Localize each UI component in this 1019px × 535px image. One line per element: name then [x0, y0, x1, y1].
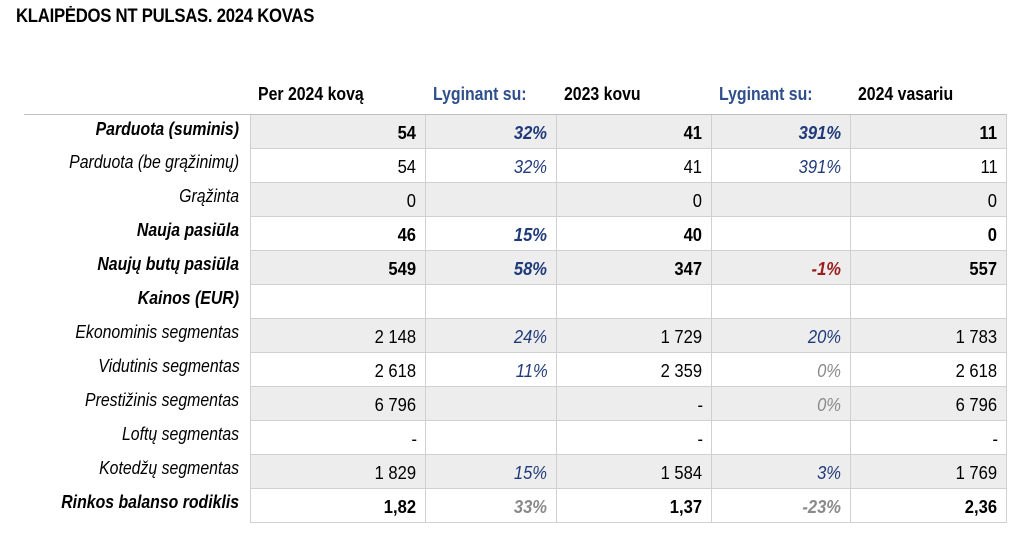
cell-change-2: -1% [710, 249, 851, 285]
cell-change-2 [710, 181, 851, 217]
cell-prev-year: - [555, 419, 712, 455]
cell-current: - [249, 419, 426, 455]
cell-change-1: 32% [424, 113, 557, 149]
cell-current: 1 829 [249, 453, 426, 489]
cell-prev-year: 41 [555, 113, 712, 149]
cell-change-2: 3% [710, 453, 851, 489]
table-row: Kotedžų segmentas 1 829 15% 1 584 3% 1 769 [24, 453, 1007, 489]
cell-prev-month: 1 783 [849, 317, 1007, 353]
row-label: Parduota (suminis) [96, 118, 240, 139]
cell-change-2: 0% [710, 351, 851, 387]
row-label: Grąžinta [179, 186, 240, 206]
cell-change-1 [424, 419, 557, 455]
cell-change-1: 15% [424, 215, 557, 251]
header-blank [24, 76, 250, 115]
cell-prev-year: 41 [555, 147, 712, 183]
row-label: Nauja pasiūla [137, 220, 240, 240]
cell-change-1 [424, 385, 557, 421]
cell-prev-month: 2 618 [849, 351, 1007, 387]
cell-current [249, 283, 426, 319]
cell-change-2: 391% [710, 147, 851, 183]
cell-prev-month: 1 769 [849, 453, 1007, 489]
cell-current: 2 148 [249, 317, 426, 353]
row-label: Ekonominis segmentas [75, 322, 240, 342]
cell-prev-year: 1 584 [555, 453, 712, 489]
row-label: Vidutinis segmentas [98, 356, 240, 376]
header-row: Per 2024 kovą Lyginant su: 2023 kovu Lyg… [24, 76, 1006, 115]
table-row: Vidutinis segmentas 2 618 11% 2 359 0% 2 618 [24, 351, 1007, 387]
cell-change-2 [710, 283, 851, 319]
table-row: Loftų segmentas - - - [24, 419, 1007, 455]
header-prev-year: 2023 kovu [556, 76, 711, 115]
table-row: Naujų butų pasiūla 549 58% 347 -1% 557 [24, 249, 1007, 285]
cell-change-2: -23% [710, 487, 851, 523]
cell-prev-year: 347 [555, 249, 712, 285]
cell-prev-month: - [849, 419, 1007, 455]
row-label: Rinkos balanso rodiklis [61, 492, 240, 512]
row-label: Kainos (EUR) [138, 288, 240, 308]
cell-change-1: 24% [424, 317, 557, 353]
cell-current: 2 618 [249, 351, 426, 387]
cell-prev-month: 0 [849, 215, 1007, 251]
cell-current: 46 [249, 215, 426, 251]
cell-prev-year: 1 729 [555, 317, 712, 353]
cell-current: 1,82 [249, 487, 426, 523]
cell-current: 54 [249, 113, 426, 149]
row-label: Parduota (be grąžinimų) [69, 152, 240, 172]
row-label: Naujų butų pasiūla [97, 254, 240, 274]
cell-prev-year: - [555, 385, 712, 421]
table-row: Nauja pasiūla 46 15% 40 0 [24, 215, 1007, 251]
cell-prev-month: 2,36 [849, 487, 1007, 523]
cell-prev-month: 11 [849, 147, 1007, 183]
stats-table: Per 2024 kovą Lyginant su: 2023 kovu Lyg… [24, 76, 1007, 523]
table-row: Ekonominis segmentas 2 148 24% 1 729 20% 1 78… [24, 317, 1007, 353]
cell-prev-month: 557 [849, 249, 1007, 285]
table-row: Prestižinis segmentas 6 796-0% 6 796 [24, 385, 1007, 421]
cell-change-1: 58% [424, 249, 557, 285]
cell-prev-year: 40 [555, 215, 712, 251]
cell-prev-year [555, 283, 712, 319]
cell-change-1 [424, 283, 557, 319]
cell-change-2: 0% [710, 385, 851, 421]
page-title: KLAIPĖDOS NT PULSAS. 2024 KOVAS [16, 6, 315, 27]
cell-change-1: 15% [424, 453, 557, 489]
cell-change-2 [710, 215, 851, 251]
cell-change-2: 20% [710, 317, 851, 353]
header-compare-2: Lyginant su: [711, 76, 850, 115]
cell-prev-month [849, 283, 1007, 319]
row-label: Prestižinis segmentas [85, 390, 240, 410]
cell-current: 6 796 [249, 385, 426, 421]
header-current: Per 2024 kovą [250, 76, 425, 115]
cell-current: 0 [249, 181, 426, 217]
cell-change-1: 33% [424, 487, 557, 523]
header-compare-1: Lyginant su: [425, 76, 556, 115]
cell-change-2: 391% [710, 113, 851, 149]
header-prev-month: 2024 vasariu [850, 76, 1006, 115]
table-row: Grąžinta 0 0 0 [24, 181, 1007, 217]
cell-current: 54 [249, 147, 426, 183]
cell-prev-year: 1,37 [555, 487, 712, 523]
cell-prev-year: 0 [555, 181, 712, 217]
cell-change-1: 11% [424, 351, 557, 387]
table-row: Parduota (suminis) 54 32% 41 391% 11 [24, 113, 1007, 149]
cell-prev-month: 11 [849, 113, 1007, 149]
table-row: Kainos (EUR) [24, 283, 1007, 319]
cell-prev-year: 2 359 [555, 351, 712, 387]
table-row: Parduota (be grąžinimų) 54 32% 41 391% 11 [24, 147, 1007, 183]
row-label: Kotedžų segmentas [99, 458, 240, 478]
row-label: Loftų segmentas [122, 424, 240, 444]
cell-change-1: 32% [424, 147, 557, 183]
cell-change-2 [710, 419, 851, 455]
table-row: Rinkos balanso rodiklis 1,82 33% 1,37 -23% 2,… [24, 487, 1007, 523]
cell-prev-month: 0 [849, 181, 1007, 217]
cell-change-1 [424, 181, 557, 217]
cell-current: 549 [249, 249, 426, 285]
cell-prev-month: 6 796 [849, 385, 1007, 421]
